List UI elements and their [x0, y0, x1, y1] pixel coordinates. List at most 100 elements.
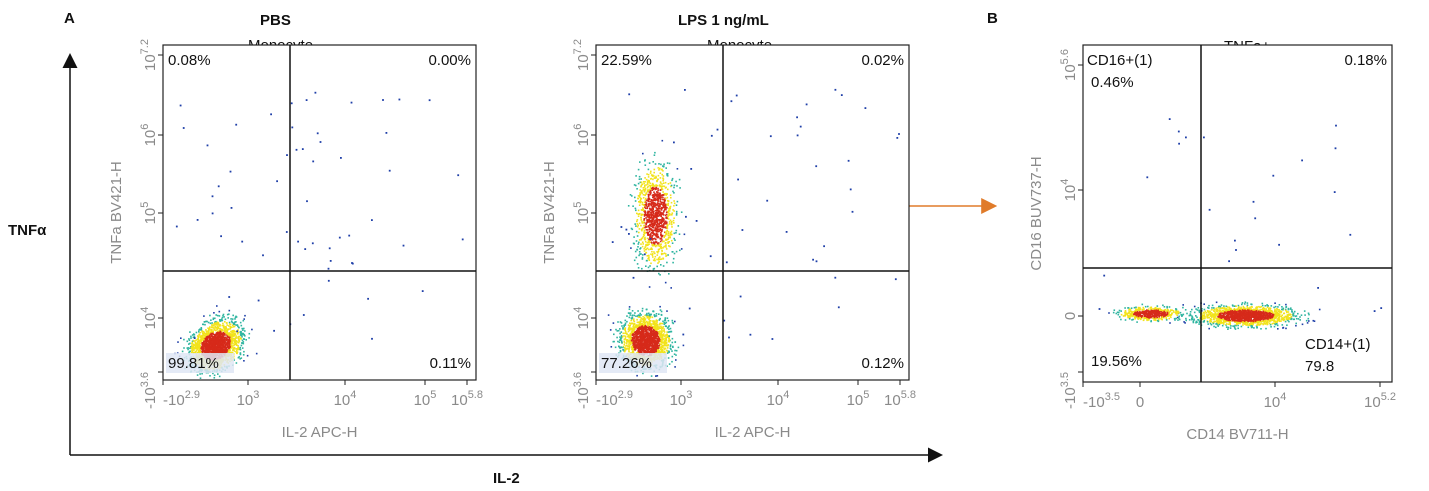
- lps-event: [659, 243, 662, 246]
- lps-event: [660, 187, 663, 189]
- pbs-event: [243, 350, 245, 353]
- lps-event: [632, 205, 634, 207]
- lps-event: [617, 329, 620, 332]
- pbs-event: [235, 351, 237, 353]
- pbs-event: [214, 348, 217, 351]
- pbs-event: [220, 335, 222, 337]
- lps-event: [652, 256, 654, 258]
- lps-event: [643, 327, 645, 330]
- lps-event: [666, 238, 668, 241]
- lps-event: [657, 251, 659, 254]
- lps-event: [665, 344, 667, 347]
- tnfa-event: [1250, 320, 1252, 323]
- lps-sparse-event: [796, 116, 798, 119]
- lps-event: [667, 215, 669, 218]
- lps-event: [656, 233, 659, 236]
- lps-event: [644, 328, 646, 331]
- lps-sparse-event: [796, 134, 799, 137]
- lps-condition-title: LPS 1 ng/mL: [678, 12, 769, 29]
- lps-event: [657, 210, 660, 212]
- pbs-event: [193, 340, 195, 342]
- pbs-event: [227, 328, 230, 331]
- lps-event: [652, 174, 654, 177]
- lps-event: [668, 213, 671, 215]
- lps-event: [674, 366, 676, 368]
- lps-event: [643, 186, 646, 188]
- lps-ll-value-highlight: [599, 353, 667, 373]
- pbs-sparse-event: [179, 104, 182, 107]
- pbs-event: [202, 344, 205, 346]
- lps-event: [652, 208, 654, 211]
- lps-event: [645, 184, 647, 186]
- lps-event: [668, 325, 670, 327]
- lps-x-tick-label: 105: [847, 389, 870, 409]
- lps-event: [656, 180, 658, 182]
- lps-event: [663, 323, 666, 325]
- lps-event: [662, 179, 664, 182]
- lps-event: [666, 230, 668, 232]
- pbs-plot: -102.9 103 104 105 105.8-103.6104105106107.2…: [108, 39, 483, 441]
- pbs-event: [217, 342, 219, 345]
- pbs-event: [216, 338, 218, 341]
- tnfa-plot-frame: [1082, 44, 1393, 383]
- lps-event: [657, 189, 659, 192]
- lps-event: [643, 234, 645, 237]
- lps-event: [665, 325, 667, 328]
- lps-event: [649, 331, 652, 333]
- lps-event: [630, 338, 632, 340]
- lps-event: [669, 236, 671, 238]
- lps-event: [655, 177, 657, 179]
- pbs-event: [232, 331, 235, 333]
- lps-event: [647, 326, 650, 329]
- lps-event: [620, 331, 623, 333]
- lps-event: [643, 345, 646, 347]
- lps-event: [623, 335, 625, 337]
- lps-event: [651, 220, 654, 223]
- lps-event: [655, 238, 657, 241]
- pbs-event: [195, 331, 198, 334]
- lps-event: [665, 207, 667, 209]
- pbs-event: [226, 336, 229, 338]
- lps-event: [657, 236, 660, 239]
- lps-event: [659, 197, 661, 200]
- lps-event: [642, 254, 644, 256]
- lps-event: [657, 208, 659, 210]
- lps-event: [658, 259, 660, 261]
- lps-event: [638, 340, 640, 342]
- lps-event: [667, 231, 670, 233]
- lps-event: [634, 346, 637, 349]
- lps-event: [666, 345, 668, 347]
- pbs-event: [187, 347, 190, 349]
- lps-event: [651, 239, 654, 241]
- lps-event: [656, 340, 659, 342]
- lps-event: [638, 178, 641, 180]
- pbs-event: [200, 351, 202, 354]
- lps-event: [642, 187, 645, 189]
- lps-event: [627, 335, 629, 338]
- lps-event: [639, 189, 641, 191]
- lps-event: [649, 190, 652, 193]
- pbs-sparse-event: [291, 126, 294, 129]
- lps-event: [662, 224, 665, 226]
- pbs-event: [191, 349, 193, 352]
- lps-sparse-event: [847, 159, 850, 162]
- lps-event: [669, 206, 671, 209]
- lps-event: [659, 274, 661, 276]
- lps-event: [653, 348, 655, 350]
- lps-event: [655, 230, 657, 233]
- lps-event: [638, 201, 640, 203]
- lps-event: [652, 212, 655, 215]
- lps-event: [642, 331, 644, 334]
- pbs-sparse-event: [350, 101, 353, 104]
- pbs-event: [218, 338, 221, 341]
- pbs-event: [204, 323, 206, 326]
- tnfa-event: [1203, 308, 1206, 311]
- lps-event: [653, 198, 656, 200]
- lps-event: [662, 165, 664, 167]
- lps-event: [649, 315, 652, 318]
- lps-event: [631, 337, 634, 339]
- pbs-event: [228, 349, 230, 351]
- lps-sparse-event: [799, 125, 802, 128]
- lps-event: [661, 228, 663, 231]
